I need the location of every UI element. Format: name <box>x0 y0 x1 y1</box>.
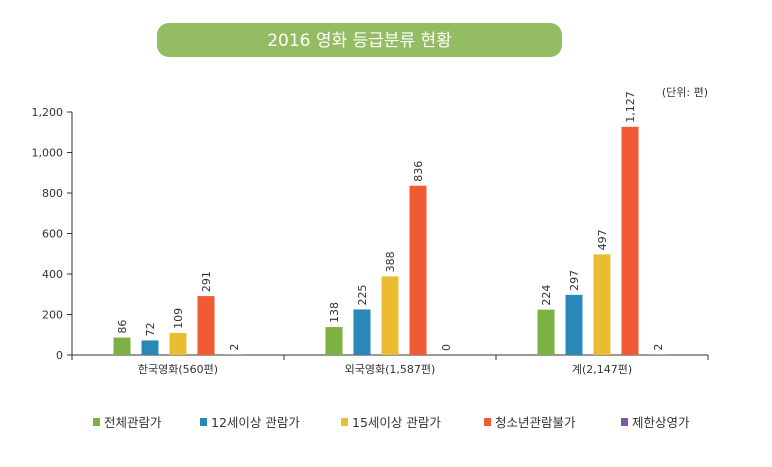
bar <box>621 126 639 355</box>
bar <box>593 254 611 355</box>
data-label: 836 <box>412 161 425 182</box>
bar <box>325 327 343 355</box>
legend-swatch <box>484 418 491 426</box>
category-label: 한국영화(560편) <box>138 363 218 376</box>
legend-item: 전체관람가 <box>93 415 162 430</box>
unit-label: (단위: 편) <box>662 86 708 99</box>
bar-series: 86 72 109 291 2 138 225 388 836 0 224 297 497 1,127 2 <box>113 91 667 355</box>
legend-label: 제한상영가 <box>632 415 690 430</box>
x-axis: 한국영화(560편) 외국영화(1,587편) 계(2,147편) <box>71 354 709 376</box>
legend-swatch <box>200 418 207 426</box>
legend-item: 12세이상 관람가 <box>200 415 300 430</box>
y-tick-label: 200 <box>42 309 63 322</box>
legend-swatch <box>621 418 628 426</box>
y-tick-label: 400 <box>42 268 63 281</box>
data-label: 2 <box>228 344 241 351</box>
legend-label: 전체관람가 <box>104 415 162 430</box>
bar <box>537 309 555 355</box>
data-label: 72 <box>144 322 157 336</box>
data-label: 1,127 <box>624 91 637 123</box>
data-label: 225 <box>356 284 369 305</box>
legend-item: 청소년관람불가 <box>484 415 576 430</box>
bar <box>113 337 131 355</box>
legend-item: 15세이상 관람가 <box>341 415 441 430</box>
data-label: 497 <box>596 229 609 250</box>
legend-label: 15세이상 관람가 <box>352 415 441 430</box>
title-background <box>157 23 562 57</box>
data-label: 388 <box>384 251 397 272</box>
chart-title: 2016 영화 등급분류 현황 <box>267 31 452 51</box>
data-label: 138 <box>328 302 341 323</box>
bar <box>169 332 187 355</box>
data-label: 2 <box>652 344 665 351</box>
legend-swatch <box>93 418 100 426</box>
title-banner: 2016 영화 등급분류 현황 <box>157 23 562 57</box>
bar <box>409 185 427 355</box>
data-label: 0 <box>440 344 453 351</box>
y-axis: 0 200 400 600 800 1,000 1,200 <box>32 106 73 362</box>
data-label: 297 <box>568 270 581 291</box>
legend-label: 12세이상 관람가 <box>211 415 300 430</box>
category-label: 외국영화(1,587편) <box>345 363 436 376</box>
bar <box>197 296 215 355</box>
y-tick-label: 800 <box>42 187 63 200</box>
data-label: 86 <box>116 320 129 334</box>
bar <box>381 276 399 355</box>
y-tick-label: 1,200 <box>32 106 64 119</box>
y-tick-label: 0 <box>56 349 63 362</box>
bar <box>353 309 371 355</box>
bar <box>141 340 159 355</box>
y-tick-label: 1,000 <box>32 147 64 160</box>
legend-swatch <box>341 418 348 426</box>
y-tick-label: 600 <box>42 228 63 241</box>
data-label: 291 <box>200 271 213 292</box>
data-label: 224 <box>540 285 553 306</box>
legend: 전체관람가 12세이상 관람가 15세이상 관람가 청소년관람불가 제한상영가 <box>93 415 690 430</box>
bar <box>565 294 583 355</box>
legend-label: 청소년관람불가 <box>495 415 576 430</box>
category-label: 계(2,147편) <box>572 363 632 376</box>
legend-item: 제한상영가 <box>621 415 690 430</box>
data-label: 109 <box>172 308 185 329</box>
